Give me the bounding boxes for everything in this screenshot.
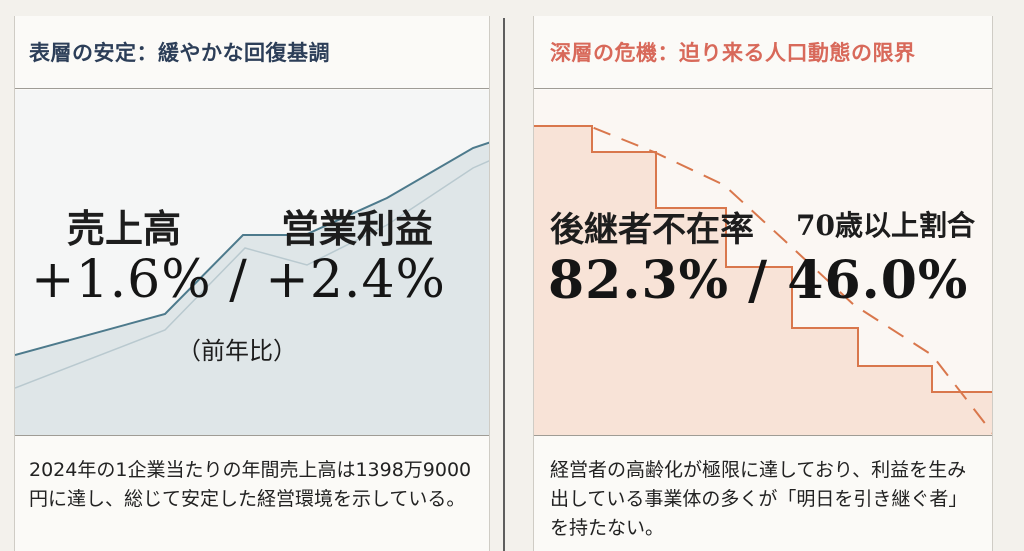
step-area [534,126,992,435]
panel-title: 深層の危機：迫り来る人口動態の限界 [534,16,992,89]
trend-area [15,142,489,435]
growth-trend-chart [15,90,489,435]
trend-line-secondary [15,160,489,389]
operating-profit-label: 営業利益 [281,206,434,251]
dashed-trend-line [534,125,992,435]
growth-rate-value: +1.6% / +2.4% [31,250,446,310]
decline-step-chart [534,90,992,435]
decline-step-svg [534,125,992,435]
surface-description: 2024年の1企業当たりの年間売上高は1398万9000円に達し、総じて安定した… [15,435,489,551]
step-line [534,125,992,393]
crisis-rate-value: 82.3% / 46.0% [548,250,969,311]
center-divider [503,18,505,551]
age-over-70-label: 70歳以上割合 [796,209,975,242]
crisis-description: 経営者の高齢化が極限に達しており、利益を生み出している事業体の多くが「明日を引き… [534,435,992,551]
deep-crisis-panel: 深層の危機：迫り来る人口動態の限界 後継者不在率 70歳以上割合 82.3% /… [533,16,993,551]
surface-stability-panel: 表層の安定：緩やかな回復基調 売上高 営業利益 +1.6% / +2.4% （前… [14,16,490,551]
growth-trend-svg [15,141,489,435]
panel-title: 表層の安定：緩やかな回復基調 [15,16,489,89]
sales-label: 売上高 [67,206,182,251]
year-over-year-note: （前年比） [177,337,297,365]
trend-line [15,141,489,356]
successor-absence-label: 後継者不在率 [550,210,754,250]
